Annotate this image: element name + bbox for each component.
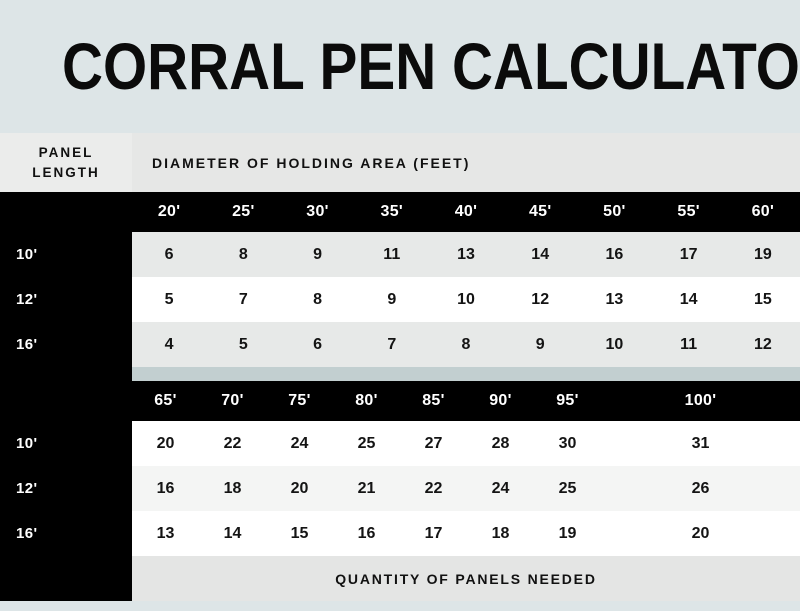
lower-cell-1-2: 20 [266, 466, 333, 511]
lower-cell-2-1: 14 [199, 511, 266, 556]
lower-col-0: 65' [132, 381, 199, 421]
upper-cell-0-1: 8 [206, 232, 281, 277]
upper-col-2: 30' [280, 192, 355, 232]
lower-cell-1-7: 26 [601, 466, 800, 511]
table-row: 10' 6 8 9 11 13 14 16 17 19 [0, 232, 800, 277]
footer-left-block [0, 556, 132, 601]
upper-cell-1-5: 12 [503, 277, 578, 322]
upper-cell-2-6: 10 [577, 322, 652, 367]
table-row: 10' 20 22 24 25 27 28 30 31 [0, 421, 800, 466]
upper-col-1: 25' [206, 192, 281, 232]
upper-cell-0-3: 11 [354, 232, 429, 277]
upper-corner-blank [0, 192, 132, 232]
upper-col-4: 40' [428, 192, 504, 232]
upper-row-2-label: 16' [0, 322, 132, 367]
lower-col-5: 90' [467, 381, 534, 421]
upper-cell-0-2: 9 [280, 232, 355, 277]
lower-cell-2-5: 18 [467, 511, 534, 556]
upper-cell-0-8: 19 [725, 232, 800, 277]
lower-col-2: 75' [266, 381, 333, 421]
upper-col-6: 50' [577, 192, 652, 232]
table-upper-header-band: PANEL LENGTH DIAMETER OF HOLDING AREA (F… [0, 133, 800, 192]
upper-cell-1-4: 10 [428, 277, 504, 322]
lower-cell-0-3: 25 [333, 421, 400, 466]
table-row: 16' 13 14 15 16 17 18 19 20 [0, 511, 800, 556]
table-row: 16' 4 5 6 7 8 9 10 11 12 [0, 322, 800, 367]
panel-length-header: PANEL LENGTH [0, 133, 132, 192]
title-bar: CORRAL PEN CALCULATOR [0, 0, 800, 133]
upper-cell-2-2: 6 [280, 322, 355, 367]
lower-cell-1-3: 21 [333, 466, 400, 511]
upper-cell-0-7: 17 [651, 232, 726, 277]
lower-cell-0-5: 28 [467, 421, 534, 466]
upper-cell-1-6: 13 [577, 277, 652, 322]
lower-row-2-label: 16' [0, 511, 132, 556]
lower-corner-blank [0, 381, 132, 421]
lower-cell-2-7: 20 [601, 511, 800, 556]
upper-cell-1-0: 5 [132, 277, 207, 322]
upper-cell-2-5: 9 [503, 322, 578, 367]
lower-cell-2-6: 19 [534, 511, 601, 556]
lower-cell-2-2: 15 [266, 511, 333, 556]
upper-cell-1-8: 15 [725, 277, 800, 322]
table-upper-column-headers: 20' 25' 30' 35' 40' 45' 50' 55' 60' [0, 192, 800, 232]
upper-cell-2-4: 8 [428, 322, 504, 367]
upper-cell-0-4: 13 [428, 232, 504, 277]
lower-cell-2-0: 13 [132, 511, 199, 556]
upper-cell-1-2: 8 [280, 277, 355, 322]
lower-cell-1-1: 18 [199, 466, 266, 511]
table-separator-left-block [0, 367, 132, 381]
lower-cell-0-7: 31 [601, 421, 800, 466]
upper-cell-2-0: 4 [132, 322, 207, 367]
upper-cell-2-7: 11 [651, 322, 726, 367]
table-lower-column-headers: 65' 70' 75' 80' 85' 90' 95' 100' [0, 381, 800, 421]
upper-col-0: 20' [132, 192, 207, 232]
upper-cell-1-1: 7 [206, 277, 281, 322]
lower-cell-0-0: 20 [132, 421, 199, 466]
upper-cell-0-0: 6 [132, 232, 207, 277]
upper-row-0-label: 10' [0, 232, 132, 277]
lower-row-0-label: 10' [0, 421, 132, 466]
upper-cell-2-3: 7 [354, 322, 429, 367]
upper-col-3: 35' [354, 192, 429, 232]
lower-cell-1-0: 16 [132, 466, 199, 511]
upper-cell-2-8: 12 [725, 322, 800, 367]
lower-col-6: 95' [534, 381, 601, 421]
diameter-header: DIAMETER OF HOLDING AREA (FEET) [132, 133, 800, 192]
upper-col-7: 55' [651, 192, 726, 232]
lower-cell-2-3: 16 [333, 511, 400, 556]
panel-length-line1: PANEL [38, 144, 94, 160]
upper-row-1-label: 12' [0, 277, 132, 322]
lower-row-1-label: 12' [0, 466, 132, 511]
lower-col-1: 70' [199, 381, 266, 421]
lower-cell-1-6: 25 [534, 466, 601, 511]
table-footer-band: QUANTITY OF PANELS NEEDED [0, 556, 800, 601]
page-title: CORRAL PEN CALCULATOR [62, 29, 800, 104]
lower-col-7: 100' [601, 381, 800, 421]
upper-cell-1-3: 9 [354, 277, 429, 322]
table-row: 12' 5 7 8 9 10 12 13 14 15 [0, 277, 800, 322]
lower-cell-0-1: 22 [199, 421, 266, 466]
upper-cell-1-7: 14 [651, 277, 726, 322]
table-separator-strip [0, 367, 800, 381]
lower-col-3: 80' [333, 381, 400, 421]
table-row: 12' 16 18 20 21 22 24 25 26 [0, 466, 800, 511]
upper-cell-0-5: 14 [503, 232, 578, 277]
table-upper: PANEL LENGTH DIAMETER OF HOLDING AREA (F… [0, 133, 800, 367]
table-lower: 65' 70' 75' 80' 85' 90' 95' 100' 10' 20 … [0, 381, 800, 601]
upper-cell-0-6: 16 [577, 232, 652, 277]
lower-cell-1-5: 24 [467, 466, 534, 511]
lower-cell-0-2: 24 [266, 421, 333, 466]
panel-length-line2: LENGTH [32, 164, 100, 180]
lower-col-4: 85' [400, 381, 467, 421]
lower-cell-0-4: 27 [400, 421, 467, 466]
upper-cell-2-1: 5 [206, 322, 281, 367]
lower-cell-2-4: 17 [400, 511, 467, 556]
lower-cell-1-4: 22 [400, 466, 467, 511]
upper-col-5: 45' [503, 192, 578, 232]
footer-label: QUANTITY OF PANELS NEEDED [132, 556, 800, 601]
upper-col-8: 60' [725, 192, 800, 232]
lower-cell-0-6: 30 [534, 421, 601, 466]
